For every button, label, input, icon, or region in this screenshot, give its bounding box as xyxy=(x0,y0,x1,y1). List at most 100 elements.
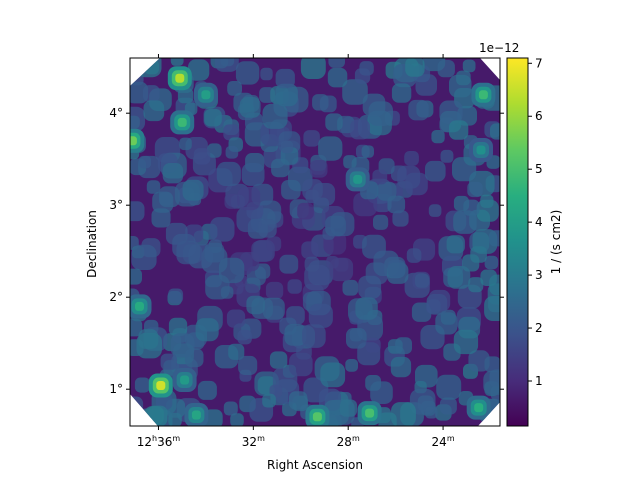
heatmap-cell xyxy=(130,339,144,357)
heatmap-hotspot xyxy=(353,174,363,184)
heatmap-hotspot xyxy=(156,381,166,390)
heatmap-cell xyxy=(431,130,445,144)
heatmap-cell xyxy=(436,374,462,400)
heatmap-cell xyxy=(368,101,393,126)
heatmap-cell xyxy=(345,359,358,372)
heatmap-cell xyxy=(289,352,313,377)
heatmap-hotspot xyxy=(180,375,190,385)
heatmap-cell xyxy=(484,255,499,270)
heatmap-cell xyxy=(225,146,239,159)
heatmap-cell xyxy=(301,241,319,259)
heatmap-cell xyxy=(132,413,146,426)
heatmap-cell xyxy=(318,136,343,161)
heatmap-cell xyxy=(462,59,476,73)
heatmap-cell xyxy=(218,257,245,284)
heatmap-cell xyxy=(168,317,188,336)
heatmap-cell xyxy=(216,161,241,186)
heatmap-cell xyxy=(414,273,430,288)
heatmap-cell xyxy=(257,200,282,225)
colorbar-tick-label: 4 xyxy=(535,215,543,229)
heatmap-cell xyxy=(395,337,412,355)
colorbar-tick-label: 5 xyxy=(535,162,543,176)
heatmap-cell xyxy=(130,268,142,285)
heatmap-cell xyxy=(488,296,500,313)
heatmap-cell xyxy=(130,106,146,132)
heatmap-cell xyxy=(355,297,378,320)
heatmap-cell xyxy=(162,163,184,184)
heatmap-cell xyxy=(179,137,192,151)
y-tick-label: 3° xyxy=(109,198,123,212)
heatmap-cell xyxy=(275,83,298,107)
y-axis-title: Declination xyxy=(85,210,99,278)
heatmap-cell xyxy=(365,337,381,353)
heatmap-cell xyxy=(138,155,152,169)
heatmap-cell xyxy=(447,266,471,289)
y-tick-label: 1° xyxy=(109,382,123,396)
heatmap-cell xyxy=(302,324,326,348)
heatmap-cell xyxy=(304,256,320,272)
heatmap-cell xyxy=(489,230,500,247)
heatmap-cell xyxy=(184,348,204,368)
heatmap-cell xyxy=(177,87,194,104)
heatmap-cell xyxy=(468,277,484,293)
heatmap-cell xyxy=(428,204,442,217)
heatmap-cell xyxy=(354,68,371,84)
colorbar xyxy=(507,58,528,426)
heatmap-cell xyxy=(343,155,357,169)
heatmap-cell xyxy=(453,210,477,234)
heatmap-cell xyxy=(237,329,252,345)
heatmap-cell xyxy=(241,163,265,186)
heatmap-cell xyxy=(226,309,246,328)
heatmap-cell xyxy=(349,328,363,342)
heatmap-cell xyxy=(207,143,222,158)
heatmap-cell xyxy=(271,158,290,178)
heatmap-cell xyxy=(130,201,145,222)
exposure-heatmap xyxy=(130,58,500,426)
heatmap-cell xyxy=(230,413,244,426)
heatmap-cell xyxy=(284,323,307,346)
heatmap-cell xyxy=(170,58,184,66)
heatmap-cell xyxy=(480,269,497,286)
heatmap-hotspot xyxy=(191,410,201,420)
heatmap-cell xyxy=(329,257,354,282)
heatmap-cell xyxy=(195,318,219,342)
heatmap-cell xyxy=(391,402,416,426)
colorbar-tick-label: 6 xyxy=(535,109,543,123)
heatmap-cell xyxy=(246,295,265,315)
heatmap-hotspot xyxy=(365,408,375,418)
heatmap-cell xyxy=(279,254,299,274)
heatmap-hotspot xyxy=(130,136,137,146)
y-tick-label: 4° xyxy=(109,106,123,120)
heatmap-cell xyxy=(182,179,204,201)
heatmap-cell xyxy=(289,391,308,410)
heatmap-cell xyxy=(223,124,240,141)
heatmap-cell xyxy=(262,297,285,320)
plot-frame xyxy=(129,57,501,427)
heatmap-cell xyxy=(425,160,446,182)
heatmap-cell xyxy=(203,409,223,426)
heatmap-cell xyxy=(309,160,328,178)
heatmap-hotspot xyxy=(476,145,486,155)
colorbar-ticks: 1 2 3 4 5 6 7 xyxy=(528,56,543,388)
colorbar-tick-label: 3 xyxy=(535,268,543,282)
x-tick-label: 28m xyxy=(337,434,360,449)
colorbar-tick-label: 2 xyxy=(535,321,543,335)
heatmap-cell xyxy=(214,58,239,72)
heatmap-hotspot xyxy=(478,90,488,100)
heatmap-cell xyxy=(266,236,282,252)
heatmap-cell xyxy=(136,58,162,78)
y-tick-label: 2° xyxy=(109,290,123,304)
heatmap-cell xyxy=(404,151,419,166)
heatmap-cell xyxy=(258,219,277,238)
heatmap-cell xyxy=(239,97,261,118)
heatmap-cell xyxy=(144,406,164,426)
heatmap-cell xyxy=(269,351,288,369)
heatmap-cell xyxy=(160,353,177,370)
heatmap-hotspot xyxy=(177,117,187,127)
colorbar-label: 1 / (s cm2) xyxy=(549,210,563,275)
heatmap-cell xyxy=(130,396,144,417)
heatmap-cell xyxy=(224,193,240,209)
heatmap-cell xyxy=(440,309,456,325)
heatmap-cell xyxy=(204,242,225,263)
heatmap-cell xyxy=(342,79,368,105)
